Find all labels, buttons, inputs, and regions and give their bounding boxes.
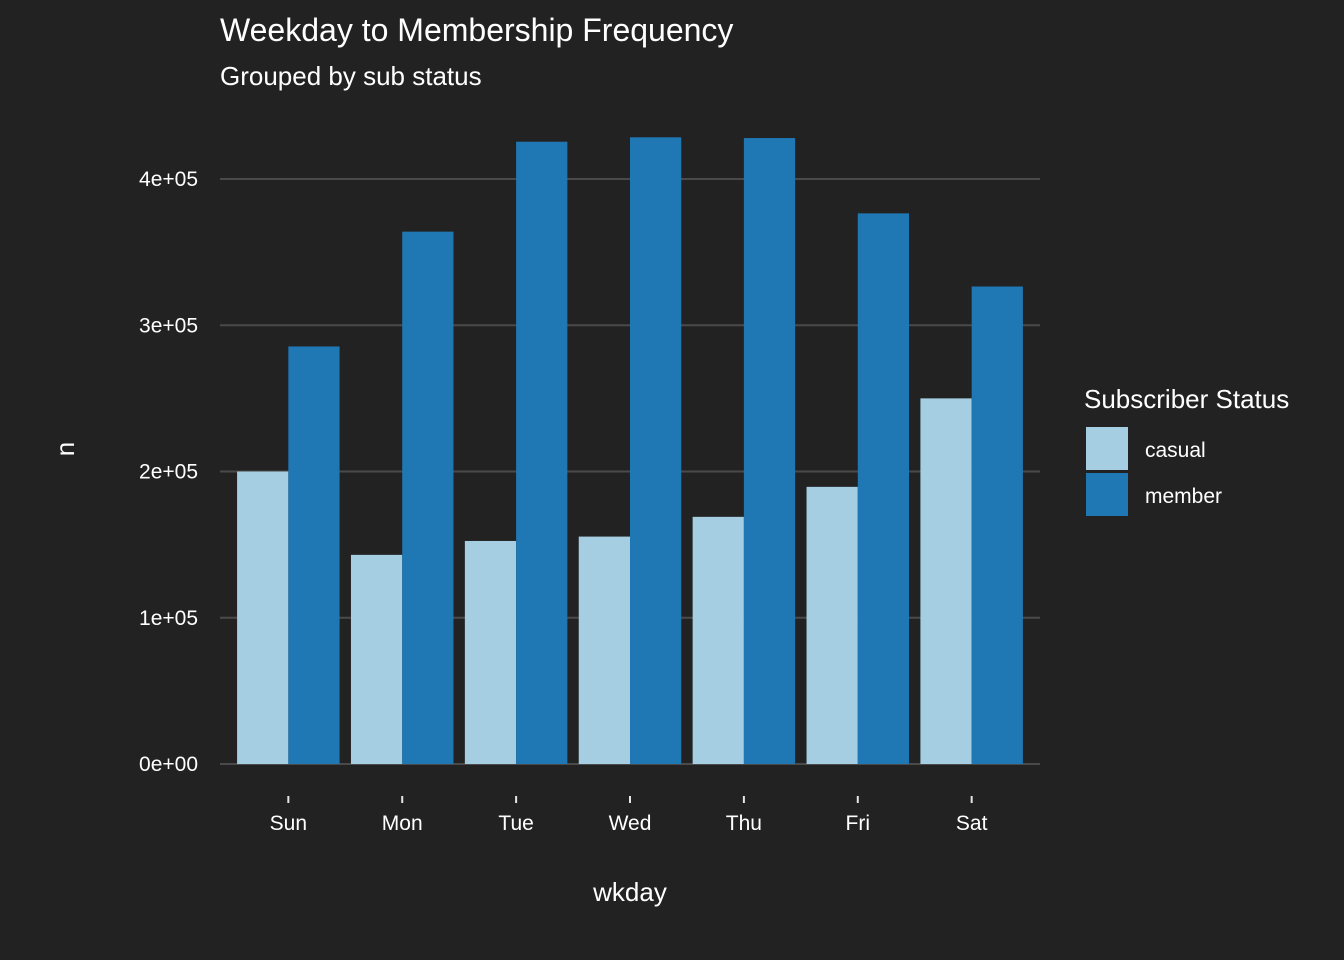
legend-label-member: member [1145,485,1222,508]
bar-casual-wed [578,536,630,764]
x-tick-label: Tue [498,812,533,835]
chart-title: Weekday to Membership Frequency [220,12,733,48]
bar-casual-mon [350,554,403,764]
x-tick-label: Sat [956,812,988,835]
y-tick-label: 0e+00 [139,753,198,776]
y-tick-label: 1e+05 [139,607,198,630]
x-tick-label: Sun [270,812,307,835]
x-tick-label: Fri [846,812,871,835]
bar-casual-thu [692,516,744,764]
bar-casual-tue [464,540,517,764]
y-tick-label: 2e+05 [139,461,198,484]
bar-member-thu [743,138,796,765]
bars [237,137,1023,765]
x-tick-label: Mon [382,812,423,835]
bar-casual-sun [237,471,289,764]
bar-casual-fri [806,486,858,764]
bar-member-tue [516,141,568,765]
x-tick-label: Thu [726,812,762,835]
x-axis: Sun Mon Tue Wed Thu Fri Sat [270,796,988,835]
y-tick-label: 3e+05 [139,314,198,337]
bar-member-mon [402,231,454,764]
x-axis-title: wkday [592,877,667,907]
bar-casual-sat [920,398,972,764]
legend-swatch-casual [1086,427,1128,470]
bar-member-wed [630,137,682,765]
bar-member-sat [971,286,1023,764]
legend: Subscriber Status casual member [1084,384,1289,516]
y-axis: 0e+00 1e+05 2e+05 3e+05 4e+05 [139,168,198,776]
y-tick-label: 4e+05 [139,168,198,191]
x-tick-label: Wed [609,812,652,835]
legend-swatch-member [1086,473,1128,516]
y-axis-title: n [50,442,80,456]
bar-member-sun [288,346,340,764]
legend-title: Subscriber Status [1084,384,1289,414]
chart-subtitle: Grouped by sub status [220,61,482,91]
legend-label-casual: casual [1145,439,1206,462]
bar-member-fri [857,213,910,764]
